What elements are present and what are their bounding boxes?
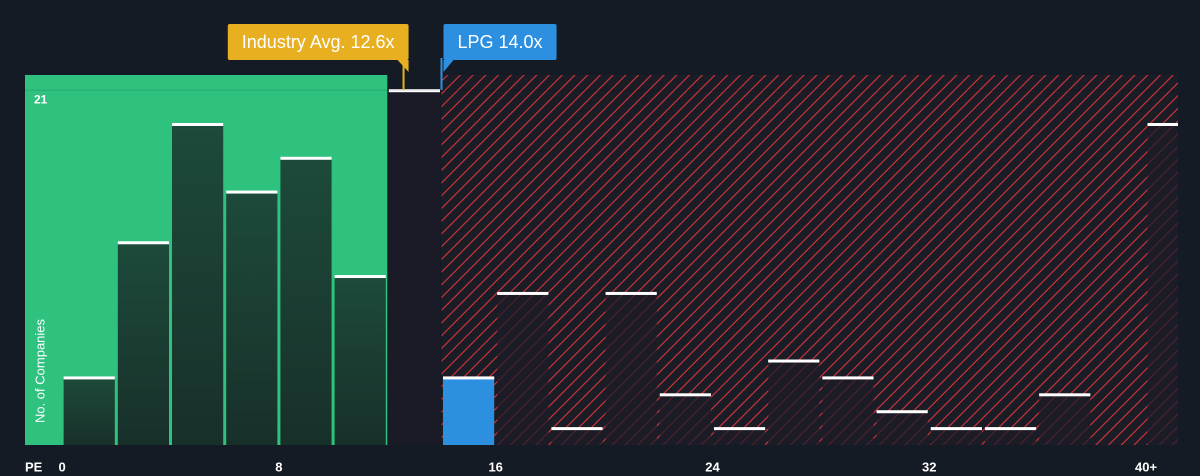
y-tick-label: 21 xyxy=(34,92,48,106)
bar-top xyxy=(822,376,874,380)
annotation-tip xyxy=(443,60,454,72)
bar xyxy=(822,377,874,445)
bar xyxy=(63,377,115,445)
bar xyxy=(497,292,549,445)
bar-top xyxy=(984,427,1037,431)
x-tick-label: 40+ xyxy=(1135,459,1157,474)
bar-top xyxy=(605,291,657,295)
annotation-box xyxy=(443,24,557,60)
annotation-box xyxy=(227,24,409,60)
bar-top xyxy=(1039,393,1091,397)
bar xyxy=(117,242,170,445)
bar xyxy=(930,428,982,445)
bar-top xyxy=(172,122,224,126)
bar xyxy=(172,123,224,446)
x-axis-label: PE xyxy=(25,459,43,474)
bar xyxy=(280,157,332,445)
bar-top xyxy=(930,427,982,431)
bar xyxy=(226,191,278,445)
bar xyxy=(1039,394,1091,445)
bar-top xyxy=(117,241,170,245)
bar xyxy=(442,377,495,445)
bar xyxy=(334,276,386,445)
bar xyxy=(551,428,603,445)
bar-top xyxy=(659,393,711,397)
bar-top xyxy=(876,410,928,414)
bar-top xyxy=(388,89,440,93)
x-tick-label: 24 xyxy=(705,459,720,474)
bar xyxy=(605,292,657,445)
y-axis-label: No. of Companies xyxy=(32,318,47,423)
bar xyxy=(388,90,440,446)
bar-top xyxy=(334,275,386,279)
bar xyxy=(713,428,766,445)
annotation-industry-avg: Industry Avg. 12.6x xyxy=(227,24,409,72)
bar-top xyxy=(1147,122,1178,126)
bar xyxy=(1147,123,1178,446)
x-tick-label: 0 xyxy=(59,459,66,474)
bar-top xyxy=(497,291,549,295)
x-tick-label: 32 xyxy=(922,459,936,474)
bar-top xyxy=(442,376,495,380)
annotation-company: LPG 14.0x xyxy=(443,24,557,72)
annotation-label: Industry Avg. 12.6x xyxy=(242,32,395,52)
bar-top xyxy=(63,376,115,380)
annotation-tip xyxy=(397,60,409,72)
bar xyxy=(876,411,928,445)
bar xyxy=(659,394,711,445)
x-tick-label: 8 xyxy=(275,459,282,474)
annotation-label: LPG 14.0x xyxy=(457,32,542,52)
plot-area xyxy=(25,75,1178,446)
bar-top xyxy=(551,427,603,431)
bar-top xyxy=(713,427,766,431)
bar-top xyxy=(226,190,278,194)
bar xyxy=(768,360,820,445)
bar-top xyxy=(768,359,820,363)
bar-top xyxy=(280,156,332,160)
x-tick-label: 16 xyxy=(488,459,502,474)
bar xyxy=(984,428,1037,445)
